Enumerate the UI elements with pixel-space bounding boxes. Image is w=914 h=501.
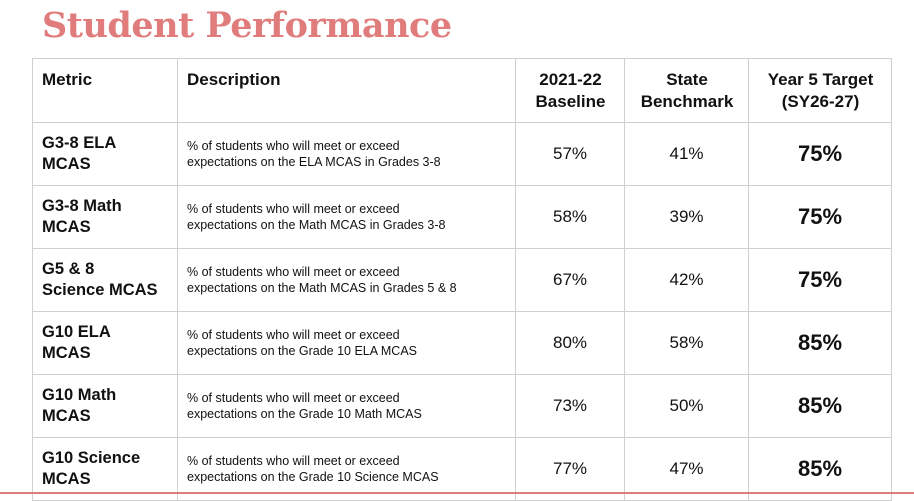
metric-line1: G3-8 Math	[42, 197, 122, 215]
table-row: G10 ELA MCAS % of students who will meet …	[32, 311, 892, 375]
table-row: G5 & 8 Science MCAS % of students who wil…	[32, 248, 892, 312]
benchmark-cell: 39%	[624, 185, 749, 249]
description-line2: expectations on the Grade 10 Math MCAS	[187, 407, 422, 421]
header-benchmark-line2: Benchmark	[640, 92, 734, 111]
header-description: Description	[177, 58, 516, 123]
baseline-cell: 57%	[515, 122, 625, 186]
description-cell: % of students who will meet or exceed exp…	[177, 437, 516, 501]
table-row: G10 Science MCAS % of students who will m…	[32, 437, 892, 501]
header-target-line2: (SY26-27)	[781, 92, 860, 111]
description-cell: % of students who will meet or exceed exp…	[177, 248, 516, 312]
metric-line1: G10 ELA	[42, 323, 111, 341]
metric-line2: MCAS	[42, 407, 91, 425]
description-line1: % of students who will meet or exceed	[187, 391, 400, 405]
table-header-row: Metric Description 2021-22 Baseline State…	[32, 58, 892, 123]
description-line2: expectations on the Math MCAS in Grades …	[187, 218, 446, 232]
baseline-cell: 73%	[515, 374, 625, 438]
target-cell: 85%	[748, 311, 892, 375]
table-row: G10 Math MCAS % of students who will meet…	[32, 374, 892, 438]
target-cell: 75%	[748, 248, 892, 312]
description-cell: % of students who will meet or exceed exp…	[177, 374, 516, 438]
baseline-cell: 67%	[515, 248, 625, 312]
header-metric: Metric	[32, 58, 178, 123]
header-baseline: 2021-22 Baseline	[515, 58, 625, 123]
baseline-cell: 77%	[515, 437, 625, 501]
description-line2: expectations on the Math MCAS in Grades …	[187, 281, 457, 295]
description-line2: expectations on the ELA MCAS in Grades 3…	[187, 155, 441, 169]
header-benchmark-line1: State	[666, 70, 708, 89]
metric-line1: G10 Math	[42, 386, 117, 404]
metric-cell: G10 ELA MCAS	[32, 311, 178, 375]
target-cell: 85%	[748, 374, 892, 438]
description-line1: % of students who will meet or exceed	[187, 328, 400, 342]
description-cell: % of students who will meet or exceed exp…	[177, 311, 516, 375]
target-cell: 85%	[748, 437, 892, 501]
metric-line1: G3-8 ELA	[42, 134, 117, 152]
header-year5-target: Year 5 Target (SY26-27)	[748, 58, 892, 123]
benchmark-cell: 58%	[624, 311, 749, 375]
target-cell: 75%	[748, 122, 892, 186]
benchmark-cell: 41%	[624, 122, 749, 186]
metric-cell: G10 Science MCAS	[32, 437, 178, 501]
metric-line1: G5 & 8	[42, 260, 95, 278]
table-row: G3-8 Math MCAS % of students who will mee…	[32, 185, 892, 249]
metric-cell: G3-8 ELA MCAS	[32, 122, 178, 186]
description-line1: % of students who will meet or exceed	[187, 265, 400, 279]
header-baseline-line2: Baseline	[535, 92, 606, 111]
metric-line2: MCAS	[42, 470, 91, 488]
description-line1: % of students who will meet or exceed	[187, 202, 400, 216]
metric-line2: MCAS	[42, 344, 91, 362]
metric-line1: G10 Science	[42, 449, 141, 467]
metric-line2: MCAS	[42, 218, 91, 236]
target-cell: 75%	[748, 185, 892, 249]
metric-cell: G3-8 Math MCAS	[32, 185, 178, 249]
table-row: G3-8 ELA MCAS % of students who will meet…	[32, 122, 892, 186]
header-target-line1: Year 5 Target	[767, 70, 874, 89]
description-line2: expectations on the Grade 10 ELA MCAS	[187, 344, 417, 358]
page-title: Student Performance	[42, 5, 452, 46]
header-baseline-line1: 2021-22	[539, 70, 602, 89]
header-state-benchmark: State Benchmark	[624, 58, 749, 123]
performance-table: Metric Description 2021-22 Baseline State…	[32, 58, 892, 501]
metric-line2: Science MCAS	[42, 281, 158, 299]
description-line2: expectations on the Grade 10 Science MCA…	[187, 470, 439, 484]
metric-cell: G5 & 8 Science MCAS	[32, 248, 178, 312]
description-line1: % of students who will meet or exceed	[187, 139, 400, 153]
description-cell: % of students who will meet or exceed exp…	[177, 185, 516, 249]
benchmark-cell: 42%	[624, 248, 749, 312]
baseline-cell: 80%	[515, 311, 625, 375]
baseline-cell: 58%	[515, 185, 625, 249]
metric-line2: MCAS	[42, 155, 91, 173]
bottom-accent-rule	[0, 492, 914, 494]
benchmark-cell: 47%	[624, 437, 749, 501]
metric-cell: G10 Math MCAS	[32, 374, 178, 438]
benchmark-cell: 50%	[624, 374, 749, 438]
description-cell: % of students who will meet or exceed exp…	[177, 122, 516, 186]
description-line1: % of students who will meet or exceed	[187, 454, 400, 468]
